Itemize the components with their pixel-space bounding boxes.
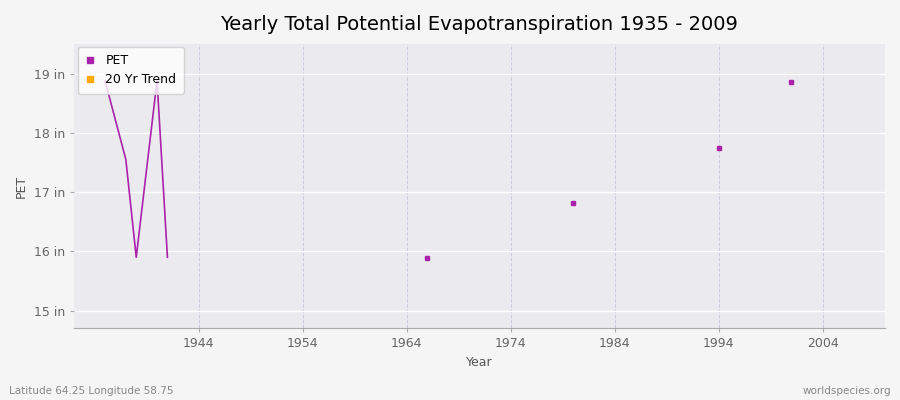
Y-axis label: PET: PET bbox=[15, 174, 28, 198]
Text: Latitude 64.25 Longitude 58.75: Latitude 64.25 Longitude 58.75 bbox=[9, 386, 174, 396]
Title: Yearly Total Potential Evapotranspiration 1935 - 2009: Yearly Total Potential Evapotranspiratio… bbox=[220, 15, 738, 34]
Legend: PET, 20 Yr Trend: PET, 20 Yr Trend bbox=[78, 47, 184, 94]
X-axis label: Year: Year bbox=[466, 356, 492, 369]
Text: worldspecies.org: worldspecies.org bbox=[803, 386, 891, 396]
